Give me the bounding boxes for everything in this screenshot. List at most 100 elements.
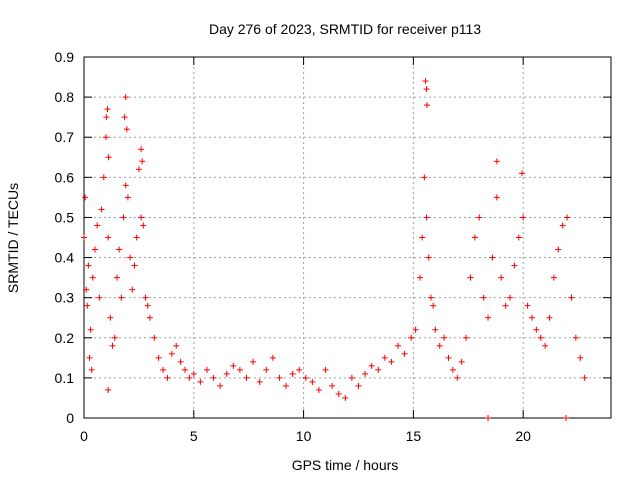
y-tick-label: 0.8 <box>55 89 75 105</box>
data-point <box>572 334 579 341</box>
data-point <box>335 390 342 397</box>
data-point <box>506 294 513 301</box>
data-point <box>98 206 105 213</box>
y-tick-label: 0.2 <box>55 330 75 346</box>
data-point <box>88 366 95 373</box>
data-point <box>113 274 120 281</box>
data-point <box>533 326 540 333</box>
data-point <box>537 334 544 341</box>
data-point <box>546 314 553 321</box>
data-point <box>105 386 112 393</box>
data-point <box>164 374 171 381</box>
y-tick-label: 0.6 <box>55 169 75 185</box>
data-point <box>105 234 112 241</box>
data-point <box>182 366 189 373</box>
data-point <box>430 302 437 309</box>
data-point <box>493 194 500 201</box>
data-point <box>381 354 388 361</box>
data-point <box>203 366 210 373</box>
data-point <box>564 214 571 221</box>
data-point <box>269 354 276 361</box>
data-point <box>243 374 250 381</box>
data-point <box>524 302 531 309</box>
data-point <box>342 394 349 401</box>
data-point <box>139 158 146 165</box>
data-point <box>123 126 130 133</box>
data-point <box>511 262 518 269</box>
data-point <box>419 234 426 241</box>
data-point <box>423 86 430 93</box>
data-point <box>315 386 322 393</box>
data-point <box>86 354 93 361</box>
y-tick-label: 0.7 <box>55 129 75 145</box>
data-point <box>581 374 588 381</box>
data-point <box>138 146 145 153</box>
data-point <box>105 154 112 161</box>
y-tick-label: 0.1 <box>55 370 75 386</box>
chart-title: Day 276 of 2023, SRMTID for receiver p11… <box>209 21 481 37</box>
data-point <box>144 302 151 309</box>
y-tick-label: 0.4 <box>55 250 75 266</box>
data-point <box>186 374 193 381</box>
data-point <box>250 358 257 365</box>
data-point <box>493 158 500 165</box>
data-point <box>94 222 101 229</box>
data-point <box>107 314 114 321</box>
data-point <box>395 342 402 349</box>
data-point <box>302 374 309 381</box>
y-axis-label: SRMTID / TECUs <box>5 183 21 293</box>
axis-ticks: 0 0.1 0.2 0.3 0.4 0.5 0.6 0.7 0.8 0.9 0 5 10 15 20 <box>55 49 611 444</box>
data-point <box>91 246 98 253</box>
data-point <box>109 342 116 349</box>
data-point <box>81 234 87 241</box>
y-tick-label: 0.3 <box>55 290 75 306</box>
data-point <box>236 366 243 373</box>
data-point <box>520 214 527 221</box>
data-point <box>210 374 217 381</box>
data-point <box>102 134 109 141</box>
data-point <box>177 358 184 365</box>
data-point <box>89 274 96 281</box>
data-point <box>416 274 423 281</box>
data-point <box>122 94 129 101</box>
data-point <box>489 254 496 261</box>
data-point <box>528 314 535 321</box>
data-point <box>476 214 483 221</box>
data-point <box>401 350 408 357</box>
data-point <box>155 354 162 361</box>
data-point <box>116 246 123 253</box>
data-point <box>276 374 283 381</box>
data-point <box>83 286 90 293</box>
data-point <box>197 378 204 385</box>
data-point <box>436 342 443 349</box>
data-point <box>263 366 270 373</box>
data-points <box>81 78 588 421</box>
data-point <box>463 334 470 341</box>
data-point <box>425 254 432 261</box>
data-point <box>502 302 509 309</box>
data-point <box>432 326 439 333</box>
x-axis-label: GPS time / hours <box>292 457 399 473</box>
data-point <box>121 114 128 121</box>
data-point <box>355 382 362 389</box>
data-point <box>348 374 355 381</box>
data-point <box>519 170 526 177</box>
data-point <box>127 254 134 261</box>
data-point <box>550 274 557 281</box>
data-point <box>445 354 452 361</box>
data-point <box>256 378 263 385</box>
data-point <box>129 286 136 293</box>
data-point <box>103 114 110 121</box>
grid-lines <box>84 57 611 418</box>
x-tick-label: 10 <box>296 428 312 444</box>
data-point <box>142 294 149 301</box>
data-point <box>562 415 569 421</box>
data-point <box>146 314 153 321</box>
data-point <box>408 334 415 341</box>
data-point <box>230 362 237 369</box>
data-point <box>322 366 329 373</box>
x-tick-label: 20 <box>515 428 531 444</box>
y-tick-label: 0 <box>66 410 74 426</box>
data-point <box>441 334 448 341</box>
data-point <box>87 326 94 333</box>
